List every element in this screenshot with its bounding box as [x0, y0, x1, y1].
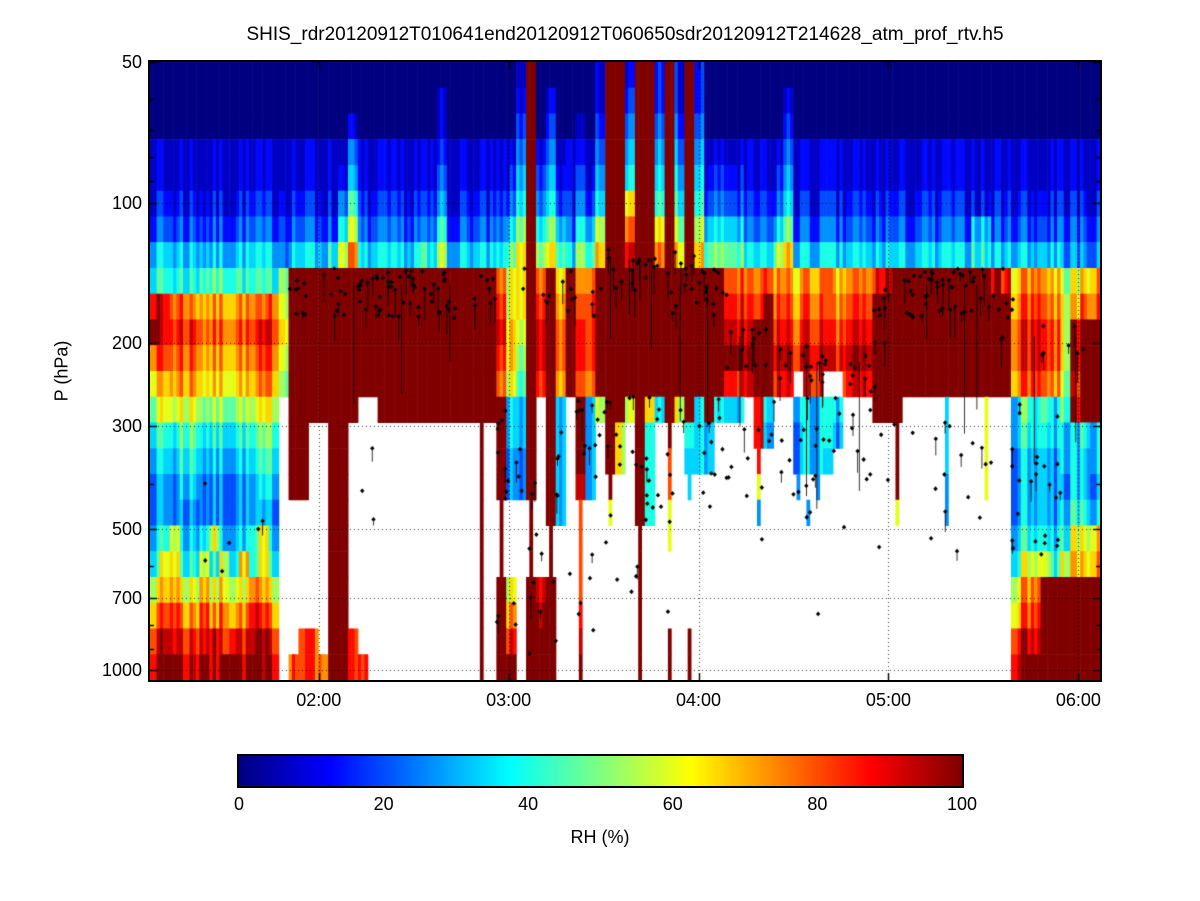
x-tick-label: 06:00 — [1055, 690, 1101, 710]
chart-title: SHIS_rdr20120912T010641end20120912T06065… — [246, 24, 1004, 45]
y-tick-label: 1000 — [101, 660, 142, 681]
x-tick-label: 03:00 — [486, 690, 532, 710]
x-tick-label: 05:00 — [865, 690, 911, 710]
colorbar-tick-label: 40 — [518, 794, 539, 814]
y-tick-label: 100 — [111, 192, 142, 213]
colorbar — [237, 754, 964, 788]
colorbar-canvas — [239, 756, 962, 786]
heatmap-canvas — [150, 62, 1100, 680]
plot-area — [148, 60, 1102, 682]
x-tick-label: 04:00 — [676, 690, 722, 710]
colorbar-tick-label: 100 — [946, 794, 978, 814]
x-tick-label: 02:00 — [296, 690, 342, 710]
colorbar-tick-label: 20 — [373, 794, 394, 814]
y-tick-label: 50 — [121, 52, 142, 72]
colorbar-tick-label: 0 — [233, 794, 245, 814]
colorbar-label: RH (%) — [570, 827, 630, 847]
y-tick-label: 500 — [111, 519, 142, 540]
y-tick-label: 700 — [111, 587, 142, 608]
colorbar-tick-label: 80 — [807, 794, 828, 814]
colorbar-tick-label: 60 — [662, 794, 683, 814]
y-tick-label: 200 — [111, 333, 142, 354]
y-tick-label: 300 — [111, 415, 142, 436]
